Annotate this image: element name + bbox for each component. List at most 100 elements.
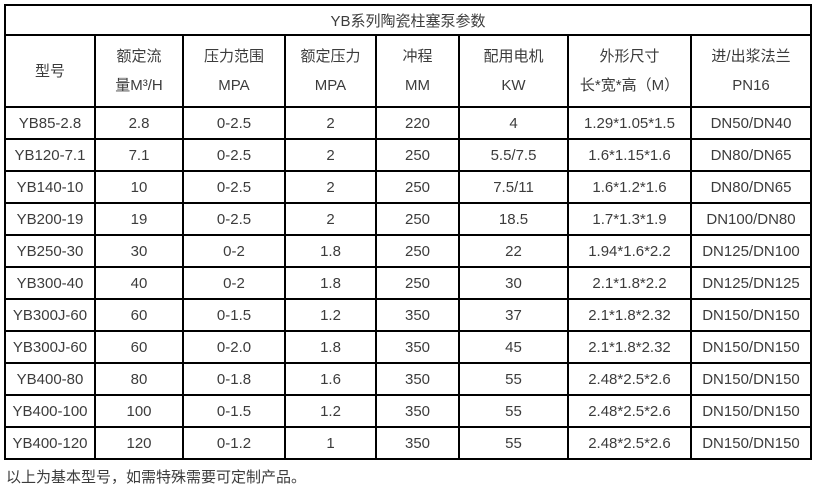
table-cell: 250 <box>375 170 460 204</box>
table-cell: 19 <box>94 202 184 236</box>
table-body: YB85-2.8 2.8 0-2.5 2 220 4 1.29*1.05*1.5 DN50/D… <box>4 106 813 460</box>
table-row: YB300J-60 60 0-1.5 1.2 350 37 2.1*1.8*2.32 DN15… <box>4 298 813 332</box>
table-cell: YB120-7.1 <box>4 138 96 172</box>
column-header-dimensions: 外形尺寸长*宽*高（M） <box>567 34 692 108</box>
table-title: YB系列陶瓷柱塞泵参数 <box>3 4 813 36</box>
table-cell: 55 <box>458 426 569 460</box>
table-cell: 2 <box>284 138 377 172</box>
table-cell: 350 <box>375 298 460 332</box>
table-cell: 0-1.2 <box>182 426 286 460</box>
table-cell: 80 <box>94 362 184 396</box>
table-cell: 0-2 <box>182 234 286 268</box>
table-cell: 0-2.5 <box>182 138 286 172</box>
table-cell: 0-1.5 <box>182 394 286 428</box>
table-cell: 45 <box>458 330 569 364</box>
table-cell: 350 <box>375 394 460 428</box>
column-header-line: MM <box>405 77 430 94</box>
table-cell: 2.8 <box>94 106 184 140</box>
table-cell: DN150/DN150 <box>689 298 813 332</box>
table-cell: 10 <box>94 170 184 204</box>
table-cell: 55 <box>458 394 569 428</box>
table-cell: 0-2 <box>182 266 286 300</box>
table-cell: 250 <box>375 202 460 236</box>
table-cell: YB250-30 <box>4 234 96 268</box>
column-header-line: 压力范围 <box>203 48 264 65</box>
column-header-flange: 进/出浆法兰 PN16 <box>689 34 813 108</box>
column-header-line: PN16 <box>732 77 770 94</box>
table-cell: 350 <box>375 330 460 364</box>
title-row: YB系列陶瓷柱塞泵参数 <box>3 4 813 36</box>
table-cell: DN150/DN150 <box>689 362 813 396</box>
table-cell: 0-1.5 <box>182 298 286 332</box>
table-cell: 1.6*1.2*1.6 <box>567 170 692 204</box>
column-header-line: 外形尺寸 <box>599 48 660 65</box>
table-row: YB400-80 80 0-1.8 1.6 350 55 2.48*2.5*2.6 DN150… <box>4 362 813 396</box>
table-cell: 1.6*1.15*1.6 <box>567 138 692 172</box>
table-cell: 250 <box>375 138 460 172</box>
column-header-motor: 配用电机 KW <box>458 34 569 108</box>
table-cell: 0-2.5 <box>182 106 286 140</box>
table-row: YB200-19 19 0-2.5 2 250 18.5 1.7*1.3*1.9 DN100/… <box>4 202 813 236</box>
pump-spec-table: YB系列陶瓷柱塞泵参数 型号 额定流量M³/H 压力范围 MPA 额定压力 MPA 冲程 MM… <box>3 4 813 460</box>
table-cell: YB400-80 <box>4 362 96 396</box>
table-cell: YB200-19 <box>4 202 96 236</box>
table-cell: DN125/DN100 <box>689 234 813 268</box>
table-cell: 1.8 <box>284 330 377 364</box>
table-cell: 2.48*2.5*2.6 <box>567 426 692 460</box>
column-header-stroke: 冲程 MM <box>375 34 460 108</box>
table-cell: 1.29*1.05*1.5 <box>567 106 692 140</box>
table-cell: YB140-10 <box>4 170 96 204</box>
column-header-line: 型号 <box>34 62 65 80</box>
footer-note: 以上为基本型号，如需特殊需要可定制产品。 <box>6 469 307 486</box>
table-cell: 0-2.5 <box>182 202 286 236</box>
column-header-rated-pressure: 额定压力 MPA <box>284 34 377 108</box>
table-cell: 7.1 <box>94 138 184 172</box>
table-row: YB85-2.8 2.8 0-2.5 2 220 4 1.29*1.05*1.5 DN50/D… <box>4 106 813 140</box>
table-cell: 60 <box>94 298 184 332</box>
table-cell: DN150/DN150 <box>689 426 813 460</box>
table-cell: 5.5/7.5 <box>458 138 569 172</box>
column-header-line: MPA <box>218 77 250 94</box>
column-header-line: 额定压力 <box>300 48 361 65</box>
column-header-pressure-range: 压力范围 MPA <box>182 34 286 108</box>
table-row: YB120-7.1 7.1 0-2.5 2 250 5.5/7.5 1.6*1.15*1.6… <box>4 138 813 172</box>
table-cell: YB400-100 <box>4 394 96 428</box>
table-cell: 2.1*1.8*2.32 <box>567 298 692 332</box>
table-cell: 0-1.8 <box>182 362 286 396</box>
column-header-rated-flow: 额定流量M³/H <box>94 34 184 108</box>
header-row: 型号 额定流 量M³/H 压力范围 MPA 额定压力 MPA 冲程 MM 配用电机 KW 外形尺寸 长*… <box>4 34 813 108</box>
table-cell: DN80/DN65 <box>689 170 813 204</box>
table-cell: 1.6 <box>284 362 377 396</box>
table-cell: 1.7*1.3*1.9 <box>567 202 692 236</box>
table-cell: 2.48*2.5*2.6 <box>567 362 692 396</box>
table-cell: YB300J-60 <box>4 298 96 332</box>
column-header-line: 额定流 <box>116 48 162 65</box>
table-cell: YB300J-60 <box>4 330 96 364</box>
table-cell: 1.2 <box>284 394 377 428</box>
table-cell: 1 <box>284 426 377 460</box>
table-cell: 250 <box>375 266 460 300</box>
table-cell: 2 <box>284 202 377 236</box>
table-cell: YB300-40 <box>4 266 96 300</box>
column-header-line: 进/出浆法兰 <box>711 48 791 65</box>
column-header-line: 配用电机 <box>483 48 544 65</box>
table-cell: DN150/DN150 <box>689 330 813 364</box>
table-row: YB300-40 40 0-2 1.8 250 30 2.1*1.8*2.2 DN125/DN… <box>4 266 813 300</box>
column-header-line: MPA <box>314 77 347 94</box>
table-row: YB250-30 30 0-2 1.8 250 22 1.94*1.6*2.2 DN125/D… <box>4 234 813 268</box>
column-header-line: 长*宽*高（M） <box>579 77 680 94</box>
table-cell: 250 <box>375 234 460 268</box>
table-cell: 2 <box>284 170 377 204</box>
table-cell: 60 <box>94 330 184 364</box>
column-header-line: 量M³/H <box>115 77 163 94</box>
table-cell: DN80/DN65 <box>689 138 813 172</box>
table-cell: 350 <box>375 362 460 396</box>
table-cell: 37 <box>458 298 569 332</box>
table-cell: 55 <box>458 362 569 396</box>
table-row: YB400-100 100 0-1.5 1.2 350 55 2.48*2.5*2.6 DN1… <box>4 394 813 428</box>
table-cell: DN125/DN125 <box>689 266 813 300</box>
table-cell: 0-2.5 <box>182 170 286 204</box>
table-cell: 120 <box>94 426 184 460</box>
table-cell: 22 <box>458 234 569 268</box>
